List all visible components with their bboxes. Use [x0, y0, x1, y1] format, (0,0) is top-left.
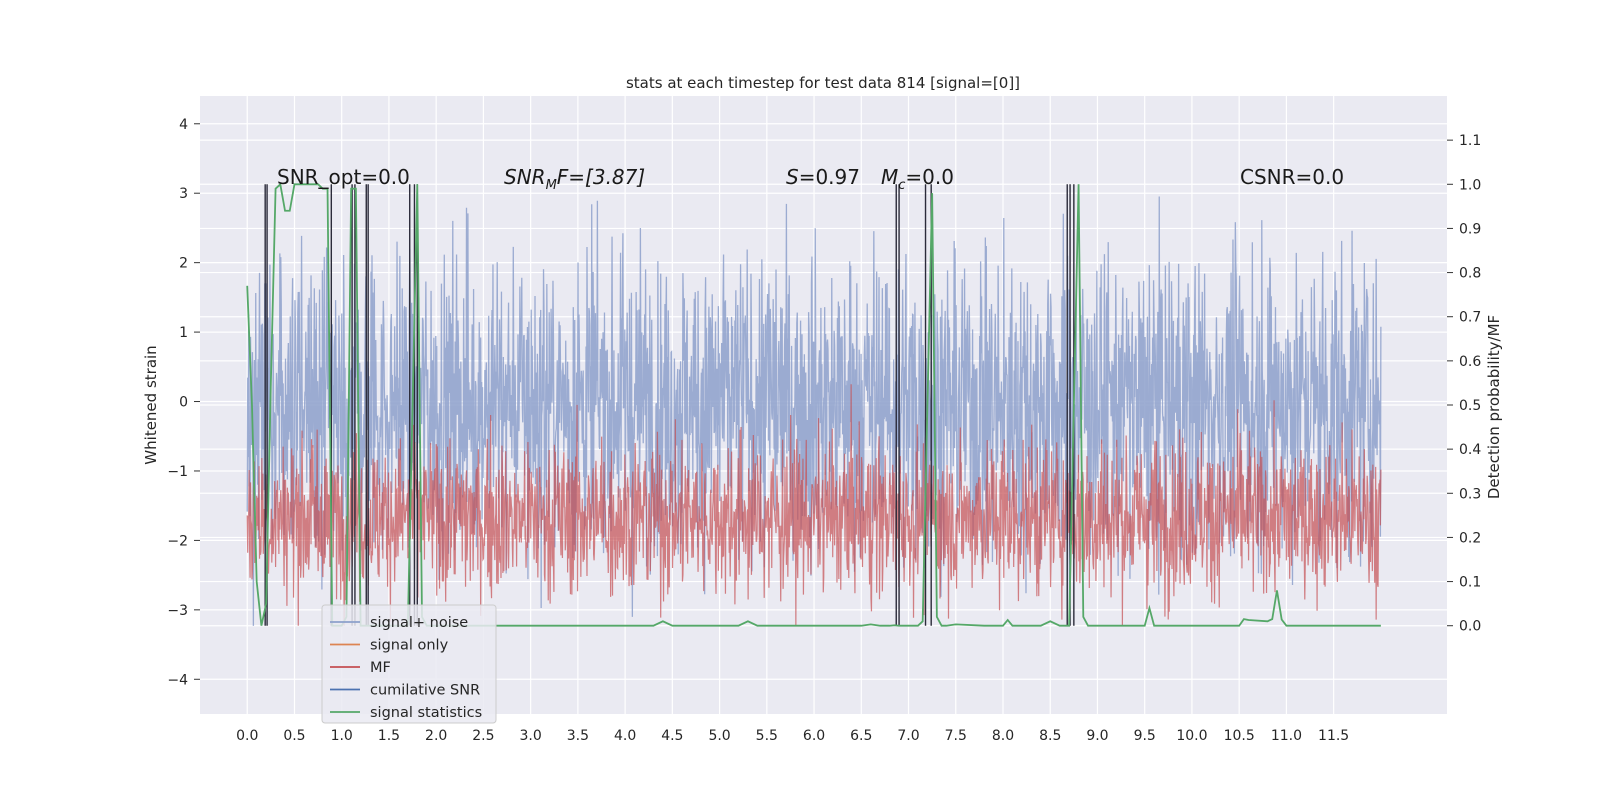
y-tick-label-left: −2: [167, 533, 188, 549]
x-tick-label: 1.5: [378, 728, 400, 744]
annotation-csnr: CSNR=0.0: [1240, 165, 1344, 189]
x-tick-label: 2.5: [472, 728, 494, 744]
y-tick-label-right: 0.8: [1459, 266, 1481, 282]
x-tick-label: 8.0: [992, 728, 1014, 744]
detection-markers: [264, 184, 1075, 626]
series-signal-noise: [246, 196, 1382, 626]
y-axis-right-label: Detection probability/MF: [1485, 315, 1503, 499]
x-tick-label: 10.0: [1176, 728, 1207, 744]
annotation-s: S=0.97: [786, 165, 860, 189]
y-tick-label-left: 4: [179, 117, 188, 133]
y-tick-label-right: 0.0: [1459, 619, 1481, 635]
x-axis-ticks: 0.0 0.5 1.0 1.5 2.0 2.5 3.0 3.5 4.0 4.5 5.0 5.5 6.0 6…: [236, 728, 1349, 744]
y-tick-label-left: 1: [179, 325, 188, 341]
y-tick-label-right: 0.5: [1459, 398, 1481, 414]
y-tick-label-left: 3: [179, 186, 188, 202]
y-axis-right-ticks: 1.1 1.0 0.9 0.8 0.7 0.6 0.5 0.4 0.3 0.2 0.1 0.0: [1447, 133, 1481, 635]
annotation-mc: Mc=0.0: [881, 165, 954, 193]
legend: signal+ noise signal only MF cumilative SNR…: [321, 604, 497, 724]
x-tick-label: 5.0: [708, 728, 730, 744]
y-tick-label-right: 1.0: [1459, 177, 1481, 193]
x-tick-label: 1.0: [331, 728, 353, 744]
annotation-s-value: =0.97: [799, 165, 860, 189]
legend-frame: [321, 604, 497, 724]
x-tick-label: 7.5: [945, 728, 967, 744]
y-tick-label-right: 0.6: [1459, 354, 1481, 370]
annotation-mc-sub: c: [898, 178, 905, 193]
annotation-mc-value: =0.0: [905, 165, 954, 189]
annotation-snr-opt: SNR_opt=0.0: [277, 165, 410, 189]
y-tick-label-right: 0.2: [1459, 530, 1481, 546]
annotation-snr-mf-value: F=[3.87]: [557, 165, 645, 189]
x-tick-label: 0.0: [236, 728, 258, 744]
chart-title: stats at each timestep for test data 814…: [626, 74, 1020, 92]
x-tick-label: 10.5: [1224, 728, 1255, 744]
y-axis-left-label: Whitened strain: [142, 345, 160, 464]
x-tick-label: 3.0: [520, 728, 542, 744]
x-tick-label: 2.0: [425, 728, 447, 744]
x-tick-label: 4.5: [661, 728, 683, 744]
y-tick-label-left: 2: [179, 256, 188, 272]
y-tick-label-right: 0.7: [1459, 310, 1481, 326]
series-signal-statistics-line: [246, 182, 1381, 627]
series-mf: [246, 384, 1382, 626]
x-tick-label: 6.5: [850, 728, 872, 744]
y-tick-label-left: −3: [167, 603, 188, 619]
y-tick-label-right: 0.4: [1459, 442, 1481, 458]
x-tick-label: 9.0: [1086, 728, 1108, 744]
y-tick-label-right: 0.1: [1459, 575, 1481, 591]
legend-label: signal+ noise: [370, 615, 468, 631]
x-tick-label: 11.5: [1318, 728, 1349, 744]
annotation-mc-label: M: [881, 165, 898, 189]
legend-label: MF: [370, 660, 391, 676]
y-tick-label-left: 0: [179, 395, 188, 411]
x-tick-label: 3.5: [567, 728, 589, 744]
y-axis-left-ticks: 4 3 2 1 0 −1 −2 −3 −4: [167, 117, 200, 688]
y-tick-label-left: −1: [167, 464, 188, 480]
x-tick-label: 5.5: [756, 728, 778, 744]
x-tick-label: 0.5: [283, 728, 305, 744]
x-tick-label: 6.0: [803, 728, 825, 744]
y-tick-label-right: 0.9: [1459, 221, 1481, 237]
x-tick-label: 8.5: [1039, 728, 1061, 744]
series-mf-line: [246, 384, 1382, 626]
legend-label: signal only: [370, 638, 449, 654]
x-tick-label: 4.0: [614, 728, 636, 744]
series-signal-statistics: [246, 182, 1381, 627]
x-tick-label: 9.5: [1134, 728, 1156, 744]
annotation-snr-mf-sub: M: [546, 178, 557, 193]
y-tick-label-left: −4: [167, 672, 188, 688]
legend-label: cumilative SNR: [370, 683, 480, 699]
annotation-s-label: S: [786, 165, 799, 189]
annotation-snr-mf: SNRMF=[3.87]: [504, 165, 645, 193]
y-tick-label-right: 1.1: [1459, 133, 1481, 149]
x-tick-label: 7.0: [897, 728, 919, 744]
x-tick-label: 11.0: [1271, 728, 1302, 744]
series-signal-noise-line: [246, 196, 1382, 626]
y-tick-label-right: 0.3: [1459, 486, 1481, 502]
annotation-snr-mf-label: SNR: [504, 165, 546, 189]
legend-label: signal statistics: [370, 705, 482, 721]
